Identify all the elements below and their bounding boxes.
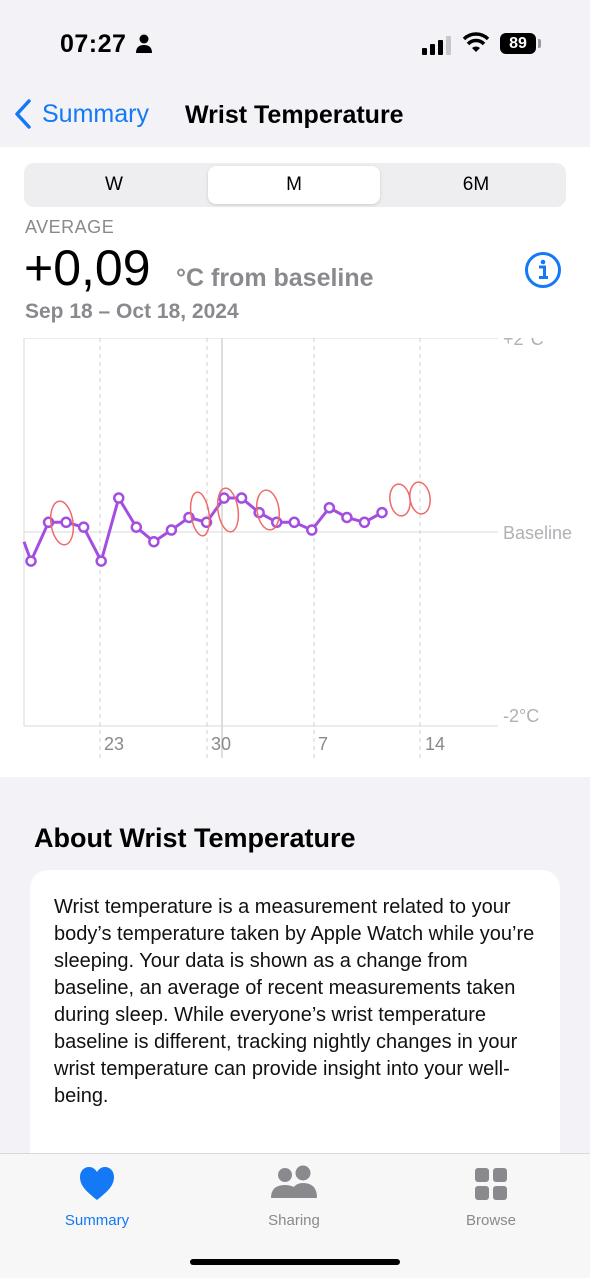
segment-week[interactable]: W: [105, 174, 123, 195]
navigation-bar: Summary Wrist Temperature: [0, 85, 590, 147]
annotation-loop: [216, 487, 240, 533]
chevron-left-icon: [15, 99, 31, 129]
info-icon[interactable]: [524, 251, 562, 289]
data-point: [288, 516, 300, 529]
data-point: [358, 516, 371, 529]
data-point: [113, 492, 125, 504]
average-unit: °C from baseline: [176, 264, 374, 292]
data-point: [77, 521, 90, 533]
data-point: [130, 521, 143, 533]
time-range-segmented-control: W M 6M: [24, 163, 566, 207]
y-tick-label: +2°C: [503, 338, 544, 349]
back-button-label: Summary: [42, 99, 149, 128]
people-icon: [271, 1165, 317, 1198]
data-point: [341, 511, 353, 524]
tab-summary-label: Summary: [64, 1212, 130, 1229]
x-tick-label: 14: [425, 734, 445, 754]
home-indicator: [190, 1259, 400, 1265]
tab-summary[interactable]: Summary: [37, 1164, 157, 1229]
about-section-title: About Wrist Temperature: [34, 823, 356, 853]
average-value: +0,09: [24, 240, 151, 296]
battery-tip: [538, 39, 541, 48]
data-point: [306, 524, 318, 536]
date-range: Sep 18 – Oct 18, 2024: [25, 300, 239, 323]
cellular-signal-icon: [422, 36, 451, 55]
segment-month[interactable]: M: [208, 166, 380, 204]
data-point: [323, 502, 336, 514]
y-tick-label: -2°C: [503, 706, 539, 726]
status-time: 07:27: [60, 30, 127, 58]
data-point: [218, 492, 230, 504]
grid-icon: [475, 1168, 507, 1200]
y-tick-label: Baseline: [503, 523, 572, 543]
about-text: Wrist temperature is a measurement relat…: [54, 896, 535, 1107]
segment-6-months[interactable]: 6M: [462, 174, 490, 195]
data-point: [25, 555, 37, 567]
about-card: Wrist temperature is a measurement relat…: [30, 870, 560, 1190]
x-tick-label: 30: [211, 734, 231, 754]
data-point: [376, 506, 388, 519]
tab-browse[interactable]: Browse: [431, 1164, 551, 1229]
annotation-loop: [389, 483, 411, 517]
back-button[interactable]: Summary: [12, 97, 149, 131]
temperature-card: W M 6M AVERAGE +0,09 °C from baseline Se…: [0, 147, 590, 777]
x-tick-label: 7: [318, 734, 328, 754]
data-point: [253, 506, 265, 519]
x-tick-label: 23: [104, 734, 124, 754]
wifi-icon: [462, 32, 490, 52]
person-icon: [136, 34, 152, 53]
battery-indicator: 89: [500, 33, 536, 54]
heart-icon: [80, 1167, 114, 1200]
annotation-loop: [256, 489, 280, 531]
status-bar: 07:27 89: [0, 0, 590, 85]
tab-bar: Summary Sharing Browse: [0, 1153, 590, 1278]
annotation-loop: [189, 491, 211, 537]
tab-sharing-label: Sharing: [268, 1212, 320, 1229]
page-title: Wrist Temperature: [185, 101, 404, 129]
annotation-loop: [49, 500, 75, 546]
data-point: [95, 555, 107, 567]
tab-browse-label: Browse: [465, 1212, 517, 1229]
average-label: AVERAGE: [25, 217, 115, 237]
temperature-chart: +2°C Baseline -2°C 23 30 7 14: [22, 338, 572, 758]
data-point: [60, 516, 72, 529]
tab-sharing[interactable]: Sharing: [234, 1164, 354, 1229]
data-point: [235, 492, 248, 504]
data-point: [148, 535, 160, 548]
annotation-loop: [409, 481, 431, 515]
data-point: [165, 524, 178, 536]
